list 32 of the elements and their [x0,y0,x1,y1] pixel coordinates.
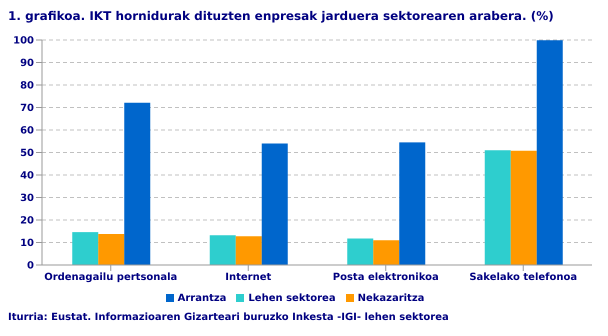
bar [536,40,563,265]
y-tick-label: 100 [13,36,34,47]
legend-label: Arrantza [178,293,226,304]
y-tick-label: 70 [20,103,34,114]
text: Iturria: Eustat. Informazioaren Gizarteari buruzko Inkesta -IGI- lehen sektorea [8,312,449,323]
bar [347,238,374,265]
bar [98,234,124,265]
bar [72,232,98,265]
bar [124,102,150,265]
chart-title: 1. grafikoa. IKT hornidurak dituzten enpresak jarduera sektorearen arabera. (%) [8,9,554,23]
y-tick-label: 30 [20,193,34,204]
y-tick-label: 90 [20,58,34,70]
bar [236,236,262,265]
y-tick-label: 50 [20,148,34,160]
bar [373,240,400,265]
bar [399,142,426,265]
y-tick-label: 10 [20,238,34,250]
legend-label: Lehen sektorea [248,293,336,304]
bar [262,144,288,265]
x-tick-label: Internet [225,272,272,284]
y-tick-label: 60 [20,126,34,137]
x-tick-label: Ordenagailu pertsonala [44,272,178,284]
legend-label: Nekazaritza [358,293,424,304]
y-tick-label: 80 [20,80,34,92]
x-tick-label: Posta elektronikoa [332,272,439,284]
bar [210,235,236,265]
bar [510,150,537,265]
y-tick-label: 0 [27,260,34,272]
y-tick-label: 40 [20,170,34,182]
x-tick-label: Sakelako telefonoa [469,272,578,284]
bar [484,150,511,265]
y-tick-label: 20 [20,216,34,227]
